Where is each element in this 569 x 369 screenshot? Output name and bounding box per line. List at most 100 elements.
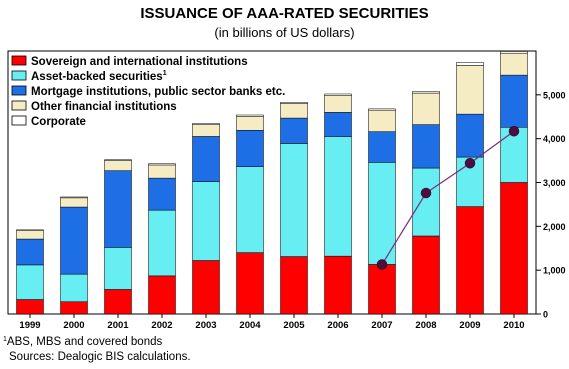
legend-swatch-5 [11,115,27,126]
line-marker-2009 [464,157,476,169]
bar-2000-series-2 [60,273,88,302]
bar-2008-series-2 [412,167,440,237]
x-tick-label-2003: 2003 [195,320,216,331]
bar-2004-series-4 [236,116,264,131]
x-tick-label-1999: 1999 [19,320,40,331]
bar-2000-series-1 [60,301,88,315]
bar-2002-series-5 [148,163,176,166]
bar-2010-series-2 [500,127,528,183]
bar-2003-series-3 [192,136,220,182]
legend-label-2: Asset-backed securities1 [31,70,167,83]
bar-2008-series-5 [412,91,440,94]
bar-2009-series-5 [456,62,484,66]
line-marker-2008 [420,187,432,199]
bar-2006-series-4 [324,95,352,113]
bar-2005-series-4 [280,103,308,119]
legend-label-2-marker: 1 [163,70,167,77]
x-tick-label-2000: 2000 [63,320,84,331]
bar-2007-series-3 [368,131,396,163]
legend-swatch-2 [11,70,27,81]
bar-1999-series-1 [16,299,44,315]
bar-2004-series-1 [236,252,264,315]
bar-2010-series-5 [500,51,528,54]
bar-2005-series-5 [280,102,308,104]
y-tick-label-3: 3,000 [543,178,566,188]
bar-2000-series-3 [60,206,88,275]
bar-2001-series-4 [104,160,132,171]
bar-2010-series-1 [500,182,528,315]
bar-2009-series-1 [456,206,484,315]
bar-2004-series-5 [236,114,264,117]
bar-2004-series-3 [236,130,264,167]
bar-2003-series-1 [192,260,220,315]
bar-2001-series-1 [104,289,132,315]
x-tick-label-2004: 2004 [239,320,261,331]
footnote-marker: 1 [3,336,7,343]
bar-2003-series-2 [192,181,220,261]
x-tick-label-2005: 2005 [283,320,305,331]
x-tick-label-2007: 2007 [371,320,392,331]
legend-label-4: Other financial institutions [31,101,177,113]
bar-2001-series-3 [104,170,132,248]
x-tick-label-2009: 2009 [459,320,480,331]
bar-1999-series-2 [16,264,44,300]
bar-2007-series-4 [368,109,396,132]
footnote-text: ABS, MBS and covered bonds [6,336,163,348]
bar-2002-series-1 [148,275,176,315]
legend-label-1: Sovereign and international institutions [31,56,248,68]
bar-1999-series-4 [16,230,44,240]
bar-2003-series-5 [192,123,220,125]
bar-2007-series-5 [368,108,396,111]
bar-2000-series-4 [60,197,88,208]
line-marker-2010 [508,125,520,137]
legend-label-5: Corporate [31,116,86,128]
plot-frame [7,50,537,315]
bar-2001-series-2 [104,247,132,290]
bar-2003-series-4 [192,124,220,137]
bar-2004-series-2 [236,166,264,253]
bar-2005-series-1 [280,256,308,315]
bar-1999-series-3 [16,238,44,266]
chart-title: ISSUANCE OF AAA-RATED SECURITIES [140,5,429,22]
bar-2008-series-1 [412,235,440,315]
bar-2006-series-1 [324,255,352,315]
bar-2009-series-4 [456,65,484,115]
bar-2000-series-5 [60,196,88,199]
bar-2009-series-3 [456,113,484,158]
line-marker-2007 [376,259,388,270]
bar-2005-series-3 [280,117,308,144]
bar-2008-series-4 [412,92,440,125]
x-tick-label-2010: 2010 [503,320,524,331]
legend-swatch-3 [11,85,27,96]
bar-2008-series-3 [412,124,440,169]
bar-2002-series-3 [148,177,176,211]
chart-subtitle: (in billions of US dollars) [214,25,355,40]
y-tick-label-5: 5,000 [543,90,566,100]
legend-swatch-4 [11,100,27,111]
bar-2006-series-3 [324,112,352,137]
y-tick-label-4: 4,000 [543,134,566,144]
y-tick-label-0: 0 [543,310,548,320]
overlay-line [381,130,515,265]
bar-2001-series-5 [104,159,132,161]
legend-swatch-1 [11,55,27,66]
y-tick-label-1: 1,000 [543,266,566,276]
y-tick-label-2: 2,000 [543,222,566,232]
x-tick-label-2008: 2008 [415,320,436,331]
bar-1999-series-5 [16,229,44,231]
footnote-sources: Sources: Dealogic BIS calculations. [9,351,191,363]
legend-label-3: Mortgage institutions, public sector ban… [31,86,285,98]
x-tick-label-2002: 2002 [151,320,172,331]
x-tick-label-2001: 2001 [107,320,129,331]
x-tick-label-2006: 2006 [327,320,348,331]
bar-2002-series-4 [148,164,176,179]
bar-2007-series-1 [368,264,396,315]
bar-2010-series-3 [500,74,528,128]
bar-2006-series-2 [324,136,352,257]
bar-2005-series-2 [280,143,308,257]
bar-2007-series-2 [368,162,396,265]
bar-2002-series-2 [148,209,176,277]
footnote-abs: 1ABS, MBS and covered bonds [3,336,162,348]
bar-2010-series-4 [500,52,528,76]
